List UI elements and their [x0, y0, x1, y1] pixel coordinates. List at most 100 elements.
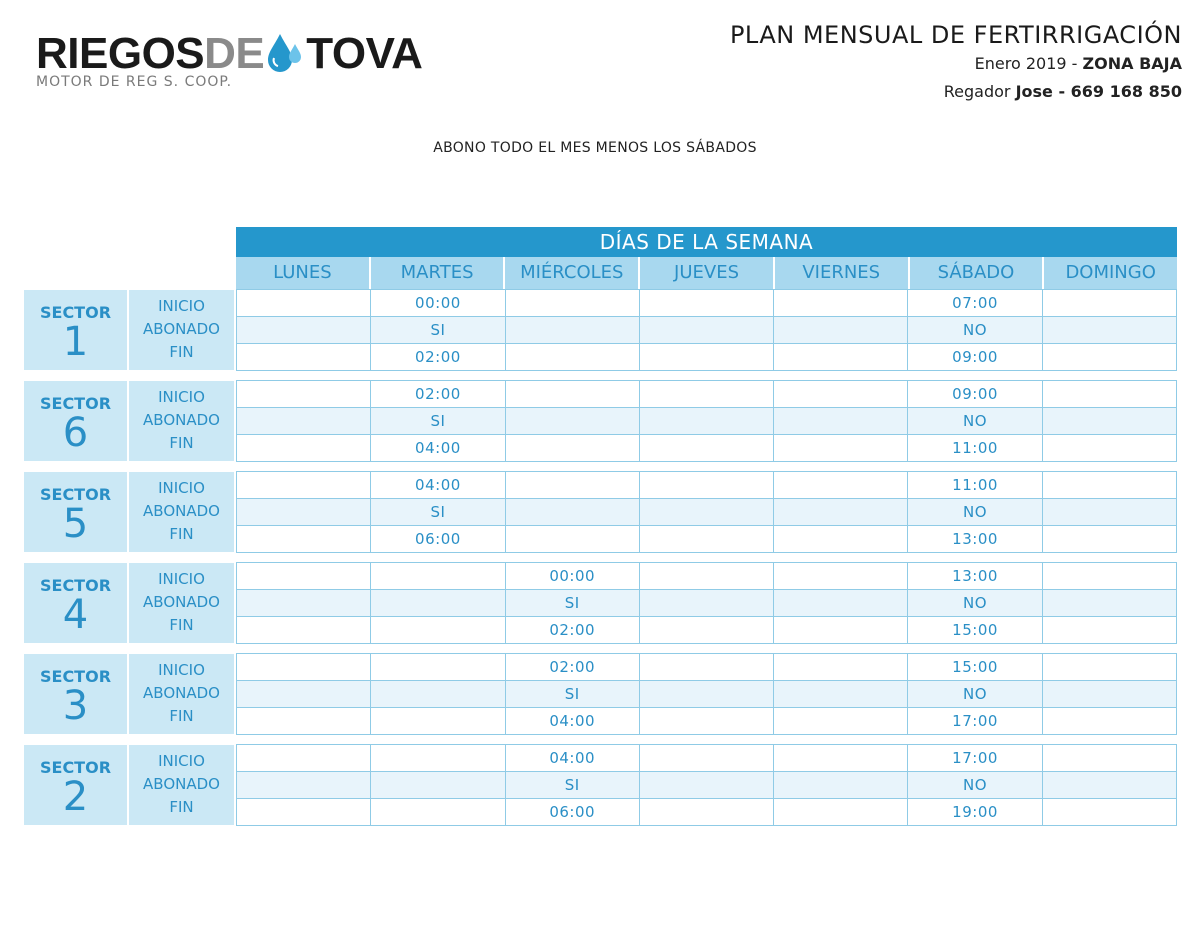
sector-schedule-grid: 00:00 13:00 SI NO 02:00 15:00 — [235, 562, 1178, 644]
schedule-cell: NO — [907, 589, 1043, 617]
schedule-cell — [1041, 616, 1178, 644]
sector-number: 2 — [62, 774, 89, 820]
schedule-cell: 09:00 — [907, 343, 1043, 371]
row-label-end: FIN — [169, 616, 194, 634]
row-label-start: INICIO — [158, 752, 205, 770]
schedule-cell — [638, 471, 775, 499]
schedule-cell — [773, 434, 909, 462]
schedule-cell — [638, 380, 775, 408]
schedule-cell: 17:00 — [907, 707, 1043, 735]
schedule-cell — [235, 380, 372, 408]
schedule-row-fertilize: SI NO — [235, 498, 1178, 526]
schedule-cell — [638, 525, 775, 553]
schedule-cell: 04:00 — [370, 471, 506, 499]
schedule-cell — [1041, 589, 1178, 617]
schedule-cell — [638, 289, 775, 317]
schedule-cell — [773, 680, 909, 708]
schedule-cell — [1041, 525, 1178, 553]
sector-label: SECTOR 4 — [24, 563, 127, 643]
irrigator-line: Regador Jose - 669 168 850 — [730, 78, 1182, 106]
schedule-cell — [638, 771, 775, 799]
schedule-cell — [235, 525, 372, 553]
row-label-fertilize: ABONADO — [143, 775, 220, 793]
schedule-cell — [235, 616, 372, 644]
sector-schedule-grid: 02:00 09:00 SI NO 04:00 11:00 — [235, 380, 1178, 462]
schedule-cell: 17:00 — [907, 744, 1043, 772]
schedule-cell — [235, 653, 372, 681]
sector-schedule-grid: 04:00 17:00 SI NO 06:00 19:00 — [235, 744, 1178, 826]
irrigator-label: Regador — [943, 82, 1011, 101]
logo-word-riegos: RIEGOS — [36, 29, 205, 78]
schedule-cell — [773, 653, 909, 681]
schedule-cell — [504, 289, 640, 317]
schedule-cell — [773, 407, 909, 435]
row-label-end: FIN — [169, 525, 194, 543]
sector-word: SECTOR — [39, 303, 112, 322]
schedule-cell — [1041, 798, 1178, 826]
day-header-tuesday: MARTES — [370, 257, 506, 289]
sector-number: 3 — [62, 683, 89, 729]
schedule-cell — [638, 616, 775, 644]
schedule-cell — [235, 434, 372, 462]
schedule-cell — [235, 316, 372, 344]
schedule-cell — [235, 289, 372, 317]
schedule-cell — [773, 771, 909, 799]
schedule-cell — [235, 589, 372, 617]
schedule-cell — [370, 707, 506, 735]
document-header: PLAN MENSUAL DE FERTIRRIGACIÓN Enero 201… — [730, 20, 1182, 106]
day-header-saturday: SÁBADO — [909, 257, 1045, 289]
schedule-row-start: 04:00 17:00 — [235, 744, 1178, 772]
row-label-start: INICIO — [158, 479, 205, 497]
schedule-row-start: 00:00 07:00 — [235, 289, 1178, 317]
schedule-cell: 00:00 — [370, 289, 506, 317]
schedule-row-end: 04:00 11:00 — [235, 434, 1178, 462]
schedule-cell — [235, 407, 372, 435]
schedule-cell: 13:00 — [907, 525, 1043, 553]
sector-word: SECTOR — [39, 758, 112, 777]
schedule-row-start: 02:00 09:00 — [235, 380, 1178, 408]
schedule-cell — [1041, 498, 1178, 526]
sector-word: SECTOR — [39, 394, 112, 413]
schedule-cell — [638, 798, 775, 826]
sector-number: 5 — [62, 501, 89, 547]
schedule-cell: 11:00 — [907, 471, 1043, 499]
logo-subtitle: MOTOR DE REG S. COOP. — [36, 74, 233, 90]
schedule-cell — [638, 316, 775, 344]
day-header-row: LUNES MARTES MIÉRCOLES JUEVES VIERNES SÁ… — [236, 257, 1178, 289]
schedule-cell — [370, 680, 506, 708]
schedule-cell: SI — [504, 771, 640, 799]
schedule-cell — [504, 498, 640, 526]
schedule-cell — [504, 316, 640, 344]
schedule-cell — [773, 316, 909, 344]
schedule-cell — [773, 525, 909, 553]
schedule-cell — [1041, 316, 1178, 344]
schedule-cell — [638, 653, 775, 681]
schedule-cell: 09:00 — [907, 380, 1043, 408]
day-header-thursday: JUEVES — [640, 257, 775, 289]
schedule-cell — [638, 589, 775, 617]
schedule-cell: 06:00 — [370, 525, 506, 553]
schedule-cell — [773, 616, 909, 644]
schedule-cell — [638, 407, 775, 435]
schedule-cell: 15:00 — [907, 616, 1043, 644]
logo-word-tova: TOVA — [306, 29, 423, 78]
schedule-cell — [773, 744, 909, 772]
schedule-cell — [370, 562, 506, 590]
schedule-cell: 06:00 — [504, 798, 640, 826]
schedule-cell — [235, 343, 372, 371]
schedule-cell — [638, 707, 775, 735]
row-label-fertilize: ABONADO — [143, 593, 220, 611]
schedule-cell — [235, 471, 372, 499]
schedule-cell — [1041, 407, 1178, 435]
row-label-start: INICIO — [158, 661, 205, 679]
schedule-cell — [773, 798, 909, 826]
row-label-end: FIN — [169, 707, 194, 725]
schedule-cell — [235, 744, 372, 772]
period-separator: - — [1066, 54, 1083, 73]
schedule-row-fertilize: SI NO — [235, 407, 1178, 435]
day-header-sunday: DOMINGO — [1044, 257, 1178, 289]
day-header-monday: LUNES — [236, 257, 371, 289]
schedule-cell — [235, 707, 372, 735]
schedule-cell — [235, 680, 372, 708]
schedule-cell: 07:00 — [907, 289, 1043, 317]
